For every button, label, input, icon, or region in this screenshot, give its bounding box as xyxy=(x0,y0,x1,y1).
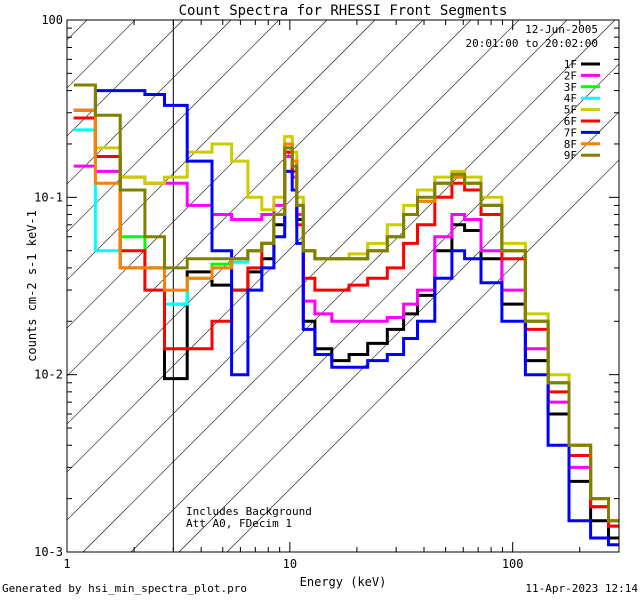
series-9F xyxy=(73,83,619,523)
hatch-line xyxy=(67,20,328,281)
hatch-line xyxy=(67,20,280,233)
y-tick-label: 10-1 xyxy=(34,190,63,204)
chart-title: Count Spectra for RHESSI Front Segments xyxy=(179,3,508,19)
hatch-line xyxy=(67,20,568,521)
y-tick-label: 10-2 xyxy=(34,368,63,382)
plot-frame xyxy=(66,19,620,553)
hatch-line xyxy=(130,63,619,552)
series-6F xyxy=(73,116,619,528)
hatch-line xyxy=(67,20,376,329)
hatch-line xyxy=(178,111,619,552)
legend-label: 6F xyxy=(564,115,577,128)
legend-label: 1F xyxy=(564,58,577,71)
hatch-line xyxy=(67,20,472,425)
hatch-line xyxy=(67,20,232,185)
legend-label: 9F xyxy=(564,149,577,162)
annotation-attenuator: Att A0, FDecim 1 xyxy=(186,517,292,530)
x-axis-label: Energy (keV) xyxy=(300,575,387,589)
series-7F xyxy=(73,89,619,547)
axis-ticks xyxy=(66,19,620,553)
date-label: 12-Jun-2005 xyxy=(525,23,598,36)
x-tick-label: 1 xyxy=(63,557,70,571)
legend-label: 3F xyxy=(564,81,577,94)
hatch-line xyxy=(67,20,520,473)
y-tick-labels: 10-3 10-2 10-1 100 xyxy=(34,13,63,559)
legend-label: 4F xyxy=(564,92,577,105)
legend-label: 8F xyxy=(564,138,577,151)
legend-label: 5F xyxy=(564,104,577,117)
time-range-label: 20:01:00 to 20:02:00 xyxy=(466,37,598,50)
footer-generated-by: Generated by hsi_min_spectra_plot.pro xyxy=(2,582,248,595)
legend-label: 2F xyxy=(564,69,577,82)
x-tick-label: 100 xyxy=(502,557,524,571)
series-group xyxy=(73,83,619,547)
x-tick-labels: 1 10 100 xyxy=(63,557,523,571)
y-tick-label: 100 xyxy=(41,13,63,27)
x-tick-label: 10 xyxy=(283,557,297,571)
hatch-line xyxy=(226,159,619,552)
annotation-background: Includes Background xyxy=(186,505,312,518)
y-tick-label: 10-3 xyxy=(34,545,63,559)
legend-label: 7F xyxy=(564,126,577,139)
footer-timestamp: 11-Apr-2023 12:14 xyxy=(525,582,638,595)
hatch-line xyxy=(67,20,424,377)
y-axis-label: counts cm-2 s-1 keV-1 xyxy=(25,210,39,362)
